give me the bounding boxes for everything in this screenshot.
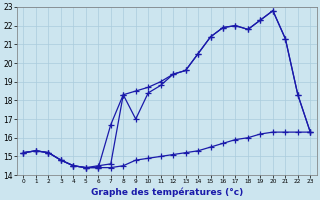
X-axis label: Graphe des températures (°c): Graphe des températures (°c) — [91, 187, 243, 197]
